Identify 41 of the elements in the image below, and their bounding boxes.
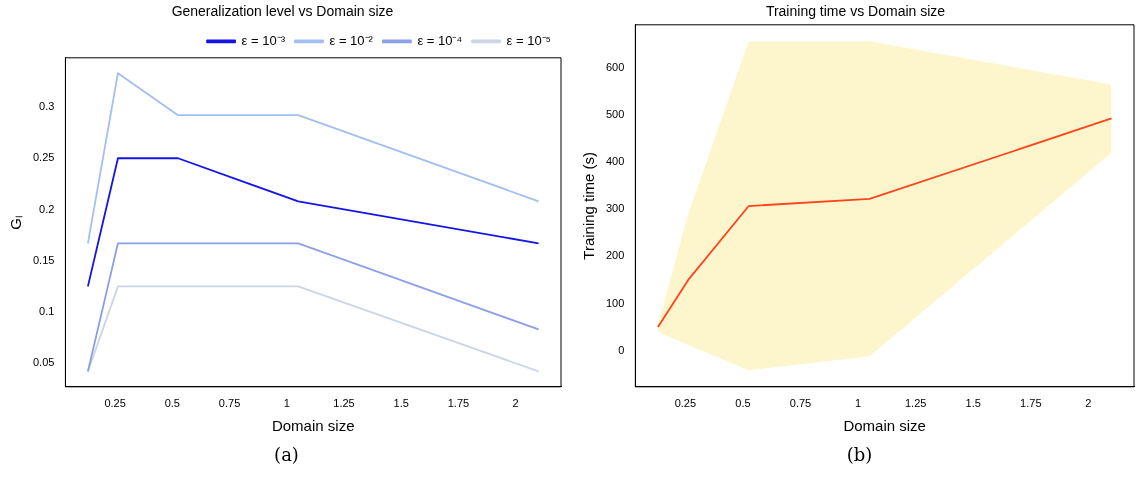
x-tick-label: 2 bbox=[1085, 397, 1092, 410]
x-tick-label: 0.25 bbox=[104, 397, 126, 410]
chart-title: Generalization level vs Domain size bbox=[171, 3, 394, 20]
y-axis-title: Training time (s) bbox=[580, 151, 598, 260]
text: (b) bbox=[846, 444, 873, 465]
legend-label: ε = 10⁻⁴ bbox=[417, 32, 463, 48]
x-tick-label: 0.5 bbox=[735, 397, 751, 410]
x-tick-label: 1.75 bbox=[447, 397, 470, 410]
y-tick-label: 0.25 bbox=[32, 151, 55, 164]
y-tick-label: 0.1 bbox=[39, 305, 55, 318]
y-tick-label: 100 bbox=[605, 296, 625, 309]
x-tick-label: 1.25 bbox=[904, 397, 927, 410]
y-axis-title: Gₗ bbox=[7, 214, 25, 230]
x-tick-label: 1.75 bbox=[1020, 397, 1042, 410]
x-axis-title: Domain size bbox=[271, 417, 355, 435]
chart-title: Training time vs Domain size bbox=[765, 3, 946, 20]
y-tick-label: 0.15 bbox=[32, 253, 55, 266]
x-tick-label: 0.75 bbox=[789, 397, 812, 410]
legend-label: ε = 10⁻² bbox=[329, 32, 374, 48]
x-tick-label: 2 bbox=[512, 397, 519, 410]
legend-label: ε = 10⁻³ bbox=[241, 32, 286, 48]
x-tick-label: 0.75 bbox=[218, 397, 241, 410]
y-tick-label: 600 bbox=[605, 61, 625, 74]
x-tick-label: 1 bbox=[283, 397, 290, 410]
y-tick-label: 500 bbox=[605, 108, 625, 121]
x-tick-label: 1 bbox=[855, 397, 862, 410]
text: (a) bbox=[274, 444, 299, 465]
x-tick-label: 0.5 bbox=[164, 397, 180, 410]
x-axis-title: Domain size bbox=[843, 417, 926, 435]
y-tick-label: 200 bbox=[605, 249, 625, 262]
legend-label: ε = 10⁻⁵ bbox=[506, 32, 552, 48]
y-tick-label: 400 bbox=[605, 155, 625, 168]
x-tick-label: 1.25 bbox=[333, 397, 355, 410]
x-tick-label: 0.25 bbox=[674, 397, 697, 410]
x-tick-label: 1.5 bbox=[393, 397, 409, 410]
y-tick-label: 300 bbox=[605, 202, 625, 215]
y-tick-label: 0.05 bbox=[32, 356, 55, 369]
y-tick-label: 0.2 bbox=[39, 202, 55, 215]
y-tick-label: 0 bbox=[618, 343, 625, 356]
y-tick-label: 0.3 bbox=[39, 100, 55, 113]
x-tick-label: 1.5 bbox=[965, 397, 981, 410]
